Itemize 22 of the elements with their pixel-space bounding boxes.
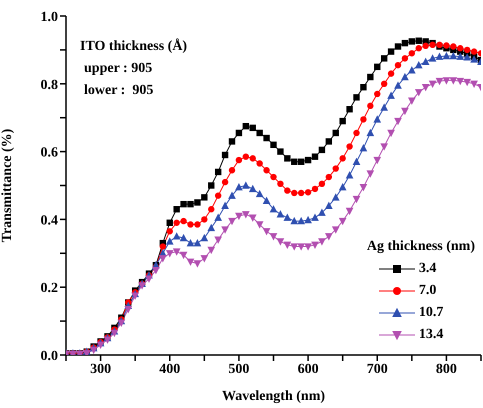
annotation: ITO thickness (Å): [80, 37, 188, 56]
annotation: lower : 905: [83, 82, 154, 100]
x-tick-label: 300: [90, 362, 112, 377]
y-tick-label: 0.8: [40, 78, 58, 93]
x-tick-label: 700: [366, 362, 388, 377]
y-tick-label: 1.0: [40, 10, 58, 25]
x-axis-title: Wavelength (nm): [222, 389, 326, 404]
legend-label: 7.0: [418, 282, 436, 300]
legend-label: 13.4: [418, 326, 444, 344]
x-tick-label: 800: [436, 362, 457, 377]
legend-label: 3.4: [418, 260, 436, 278]
y-tick-label: 0.6: [40, 146, 58, 161]
x-tick-label: 500: [228, 362, 250, 377]
annotation: upper : 905: [83, 60, 154, 78]
y-tick-label: 0.2: [40, 281, 58, 296]
y-tick-label: 0.0: [40, 348, 58, 364]
y-axis-title: Transmittance (%): [0, 128, 15, 242]
x-tick-label: 400: [159, 362, 180, 377]
legend-label: 10.7: [418, 304, 444, 322]
y-tick-label: 0.4: [40, 213, 58, 228]
x-tick-label: 600: [298, 362, 319, 377]
legend-title: Ag thickness (nm): [366, 238, 475, 256]
